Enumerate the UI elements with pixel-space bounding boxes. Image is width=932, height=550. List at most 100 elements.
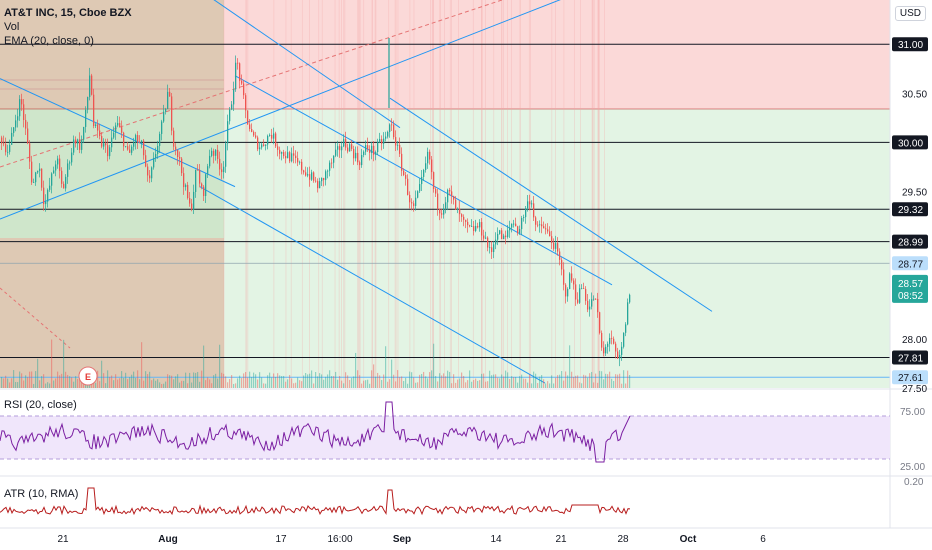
volume-bar [317, 376, 319, 388]
candle-body [229, 109, 231, 122]
volume-bar [29, 371, 31, 388]
volume-bar [263, 383, 265, 388]
volume-bar [323, 379, 325, 388]
level-label-box [892, 37, 928, 52]
candle-body [145, 155, 147, 167]
volume-bar [497, 377, 499, 388]
volume-bar [309, 373, 311, 388]
candle-body [185, 184, 187, 188]
volume-bar [511, 376, 513, 388]
ema-label[interactable]: EMA (20, close, 0) [4, 35, 94, 47]
volume-bar [273, 373, 275, 388]
time-axis-label: 14 [490, 534, 502, 545]
volume-bar [429, 372, 431, 388]
candle-body [617, 351, 619, 359]
time-axis-label: 6 [760, 534, 766, 545]
candle-body [227, 121, 229, 144]
volume-bar [405, 377, 407, 388]
volume-bar [5, 375, 7, 388]
candle-body [223, 166, 225, 173]
candle-body [529, 201, 531, 205]
candle-body [157, 145, 159, 154]
volume-bar [205, 380, 207, 388]
volume-bar [349, 379, 351, 388]
volume-bar [295, 382, 297, 388]
volume-bar [187, 383, 189, 388]
volume-bar [197, 371, 199, 388]
candle-body [225, 143, 227, 167]
volume-bar [267, 375, 269, 388]
level-label-box [892, 234, 928, 249]
volume-bar [491, 375, 493, 388]
candle-body [557, 243, 559, 252]
volume-bar [191, 382, 193, 388]
candle-body [147, 166, 149, 176]
candle-body [603, 347, 605, 354]
candle-body [473, 226, 475, 231]
candle-body [395, 137, 397, 146]
candle-body [569, 273, 571, 289]
time-axis-label: Sep [393, 534, 411, 545]
candle-body [371, 145, 373, 153]
volume-bar [169, 375, 171, 388]
candle-body [149, 175, 151, 179]
volume-bar [459, 378, 461, 388]
volume-bar [589, 373, 591, 388]
trend-line [389, 97, 713, 312]
candle-body [277, 146, 279, 150]
volume-bar [425, 376, 427, 388]
candle-body [221, 169, 223, 173]
candle-body [65, 176, 67, 189]
candle-body [253, 131, 255, 136]
candle-body [465, 219, 467, 222]
level-label-box [892, 350, 928, 365]
horizontal-levels [0, 43, 890, 378]
candle-body [179, 157, 181, 159]
atr-legend: ATR (10, RMA) [4, 487, 78, 501]
volume-bar [287, 379, 289, 388]
volume-bar [487, 381, 489, 388]
candle-body [99, 130, 101, 137]
candle-body [357, 152, 359, 163]
candle-body [629, 294, 631, 303]
volume-label[interactable]: Vol [4, 21, 20, 33]
volume-bar [49, 383, 51, 388]
volume-bar [47, 382, 49, 388]
candle-body [59, 158, 61, 171]
rsi-legend: RSI (20, close) [4, 398, 77, 412]
candle-body [213, 150, 215, 156]
candle-body [355, 152, 357, 159]
atr-label[interactable]: ATR (10, RMA) [4, 488, 79, 500]
candle-body [523, 217, 525, 219]
level-label: 31.00 [898, 40, 923, 51]
candle-body [49, 185, 51, 190]
volume-bar [297, 377, 299, 388]
volume-bar [283, 375, 285, 388]
level-label-box [892, 256, 928, 271]
candle-body [491, 247, 493, 253]
candle-body [279, 149, 281, 154]
volume-bar [289, 374, 291, 388]
volume-bar [315, 372, 317, 388]
candle-body [205, 174, 207, 197]
candle-body [495, 239, 497, 245]
volume-bar [357, 370, 359, 388]
volume-bar [475, 378, 477, 388]
volume-bar [399, 377, 401, 388]
candle-body [389, 124, 391, 133]
symbol-title[interactable]: AT&T INC, 15, Cboe BZX [4, 7, 132, 19]
candle-body [199, 169, 201, 184]
candle-body [363, 151, 365, 156]
candle-body [297, 158, 299, 163]
candle-body [125, 146, 127, 148]
candle-body [585, 288, 587, 301]
currency-button[interactable]: USD [894, 6, 926, 21]
candle-body [503, 235, 505, 240]
candle-body [237, 62, 239, 64]
volume-bar [45, 383, 47, 388]
candle-body [521, 218, 523, 230]
rsi-label[interactable]: RSI (20, close) [4, 399, 77, 411]
candle-body [431, 159, 433, 173]
candle-body [625, 324, 627, 333]
